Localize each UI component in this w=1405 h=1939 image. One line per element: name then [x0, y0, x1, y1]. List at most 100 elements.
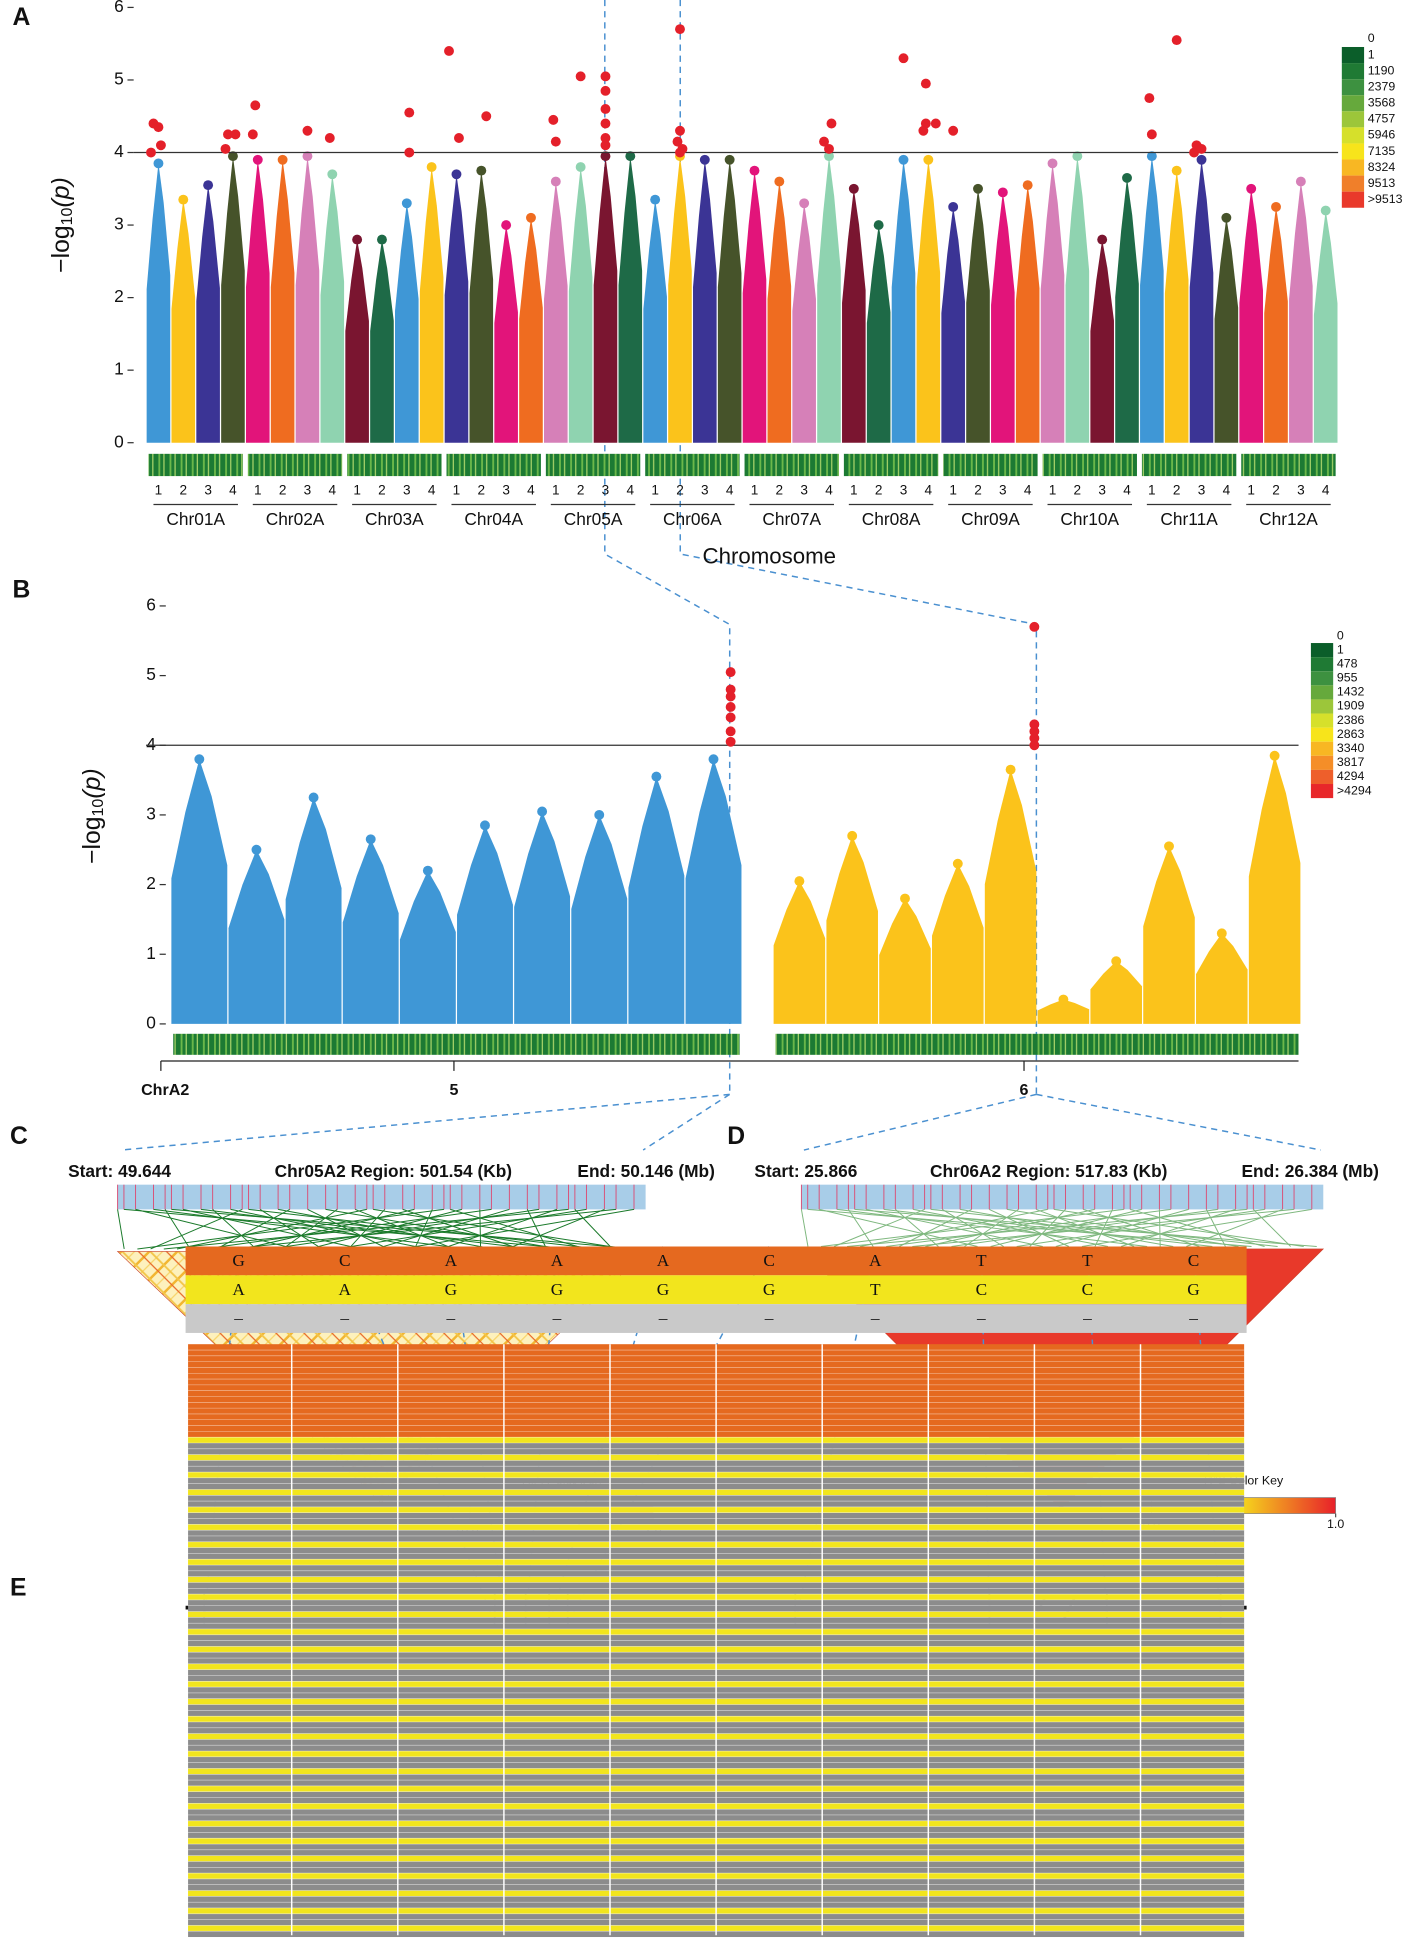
- significant-snp: [672, 136, 683, 147]
- snp-peak: [327, 169, 338, 180]
- significant-snp: [918, 125, 929, 136]
- density-strip: [446, 453, 541, 477]
- snp-peak: [377, 234, 387, 245]
- y-tick-label: 4: [114, 141, 124, 161]
- significant-snp: [826, 118, 837, 129]
- legend-label: 5946: [1368, 128, 1396, 142]
- region-end: End: 50.146 (Mb): [577, 1161, 714, 1181]
- legend-label: 3340: [1337, 741, 1365, 755]
- snp-link: [123, 1208, 574, 1250]
- snp-peak: [923, 154, 934, 165]
- snp-cluster: [320, 174, 345, 443]
- snp-cluster: [544, 181, 568, 443]
- significant-snp: [481, 111, 492, 122]
- sub-chromosome-label: 1: [651, 483, 659, 498]
- legend-label: 8324: [1368, 160, 1396, 174]
- x-axis-title: Chromosome: [703, 544, 837, 569]
- snp-cluster: [1196, 933, 1248, 1024]
- snp-cluster: [618, 156, 643, 443]
- y-tick-label: 0: [114, 431, 124, 451]
- snp-cluster: [270, 159, 295, 443]
- snp-peak: [625, 151, 636, 162]
- allele: T: [870, 1280, 881, 1299]
- significant-snp: [948, 125, 959, 136]
- allele: –: [339, 1309, 349, 1328]
- snp-cluster: [342, 839, 399, 1024]
- connector: [604, 0, 731, 1095]
- snp-link: [913, 1208, 1109, 1247]
- snp-peak: [228, 151, 238, 162]
- snp-cluster: [932, 863, 984, 1024]
- legend-label: 7135: [1368, 144, 1396, 158]
- snp-peak: [1146, 151, 1157, 162]
- chromosome-label: Chr07A: [762, 509, 821, 529]
- snp-peak: [1271, 201, 1281, 212]
- snp-link: [930, 1208, 1278, 1247]
- legend-label: 0: [1337, 628, 1344, 642]
- snp-link: [807, 1208, 1252, 1247]
- snp-peak: [1320, 205, 1331, 216]
- sub-chromosome-label: 2: [478, 483, 486, 498]
- snp-cluster: [717, 159, 742, 443]
- significant-snp: [230, 129, 241, 140]
- density-strip: [1042, 453, 1137, 477]
- y-axis-label: −log10(p): [47, 177, 76, 273]
- legend-label: 9513: [1368, 176, 1396, 190]
- legend-swatch: [1310, 769, 1334, 785]
- sub-chromosome-label: 2: [974, 483, 982, 498]
- legend-swatch: [1341, 63, 1365, 80]
- sub-chromosome-label: 3: [999, 483, 1007, 498]
- snp-peak: [1269, 750, 1280, 761]
- sub-chromosome-label: 1: [552, 483, 560, 498]
- allele: G: [445, 1280, 458, 1299]
- snp-peak: [1111, 956, 1122, 967]
- snp-peak: [1246, 183, 1257, 194]
- legend-label: 2386: [1337, 713, 1365, 727]
- snp-peak: [476, 165, 487, 176]
- connector: [121, 1093, 731, 1151]
- snp-peak: [847, 830, 858, 841]
- snp-peak: [1295, 176, 1306, 187]
- significant-snp: [725, 736, 736, 747]
- sub-chromosome-label: 4: [527, 483, 535, 498]
- snp-peak: [1097, 234, 1108, 245]
- significant-snp: [454, 133, 464, 143]
- snp-cluster: [514, 811, 571, 1024]
- snp-peak: [898, 154, 909, 165]
- snp-peak: [848, 183, 859, 194]
- snp-cluster: [916, 159, 941, 443]
- density-strip: [645, 453, 740, 477]
- snp-peak: [352, 234, 363, 245]
- snp-link: [278, 1208, 494, 1250]
- snp-peak: [426, 162, 437, 172]
- chromosome-label: Chr05A: [564, 509, 623, 529]
- legend-swatch: [1310, 685, 1334, 700]
- snp-link: [117, 1209, 125, 1250]
- snp-cluster: [444, 174, 469, 443]
- snp-peak: [1005, 764, 1016, 775]
- significant-snp: [920, 78, 931, 89]
- snp-link: [135, 1208, 296, 1250]
- legend-label: 478: [1337, 656, 1358, 670]
- significant-snp: [675, 24, 685, 35]
- snp-cluster: [1115, 177, 1139, 443]
- allele: C: [976, 1280, 988, 1299]
- legend-label: 0: [1368, 31, 1375, 45]
- snp-peak: [1022, 180, 1033, 191]
- snp-cluster: [1090, 961, 1142, 1024]
- sub-chromosome-label: 1: [751, 483, 759, 498]
- snp-peak: [650, 194, 661, 205]
- allele: A: [657, 1251, 670, 1270]
- sub-chromosome-label: 3: [701, 483, 709, 498]
- chromosome-label: 5: [449, 1081, 458, 1099]
- sub-chromosome-label: 2: [1173, 483, 1181, 498]
- y-label-tail: (p): [78, 768, 105, 798]
- legend-label: 955: [1337, 671, 1358, 685]
- sub-chromosome-label: 3: [1098, 483, 1106, 498]
- snp-peak: [824, 151, 834, 162]
- snp-peak: [1171, 165, 1182, 176]
- snp-peak: [575, 162, 586, 172]
- snp-cluster: [1189, 159, 1214, 443]
- density-strip: [775, 1033, 1299, 1055]
- region-end: End: 26.384 (Mb): [1241, 1161, 1378, 1181]
